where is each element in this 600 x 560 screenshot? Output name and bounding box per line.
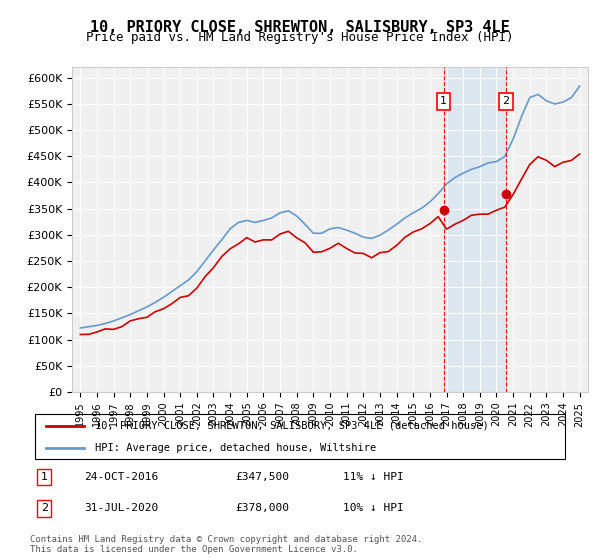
- Text: 11% ↓ HPI: 11% ↓ HPI: [343, 472, 404, 482]
- Text: 10, PRIORY CLOSE, SHREWTON, SALISBURY, SP3 4LE: 10, PRIORY CLOSE, SHREWTON, SALISBURY, S…: [90, 20, 510, 35]
- Text: 1: 1: [440, 96, 447, 106]
- Text: HPI: Average price, detached house, Wiltshire: HPI: Average price, detached house, Wilt…: [95, 443, 376, 453]
- Text: 31-JUL-2020: 31-JUL-2020: [84, 503, 158, 514]
- Text: Price paid vs. HM Land Registry's House Price Index (HPI): Price paid vs. HM Land Registry's House …: [86, 31, 514, 44]
- Text: Contains HM Land Registry data © Crown copyright and database right 2024.
This d: Contains HM Land Registry data © Crown c…: [30, 535, 422, 554]
- Text: 2: 2: [503, 96, 509, 106]
- Text: 2: 2: [41, 503, 48, 514]
- Text: 10% ↓ HPI: 10% ↓ HPI: [343, 503, 404, 514]
- Text: £347,500: £347,500: [235, 472, 289, 482]
- Bar: [443, 67, 506, 392]
- Text: 10, PRIORY CLOSE, SHREWTON, SALISBURY, SP3 4LE (detached house): 10, PRIORY CLOSE, SHREWTON, SALISBURY, S…: [95, 421, 488, 431]
- Text: £378,000: £378,000: [235, 503, 289, 514]
- Text: 24-OCT-2016: 24-OCT-2016: [84, 472, 158, 482]
- Text: 1: 1: [41, 472, 48, 482]
